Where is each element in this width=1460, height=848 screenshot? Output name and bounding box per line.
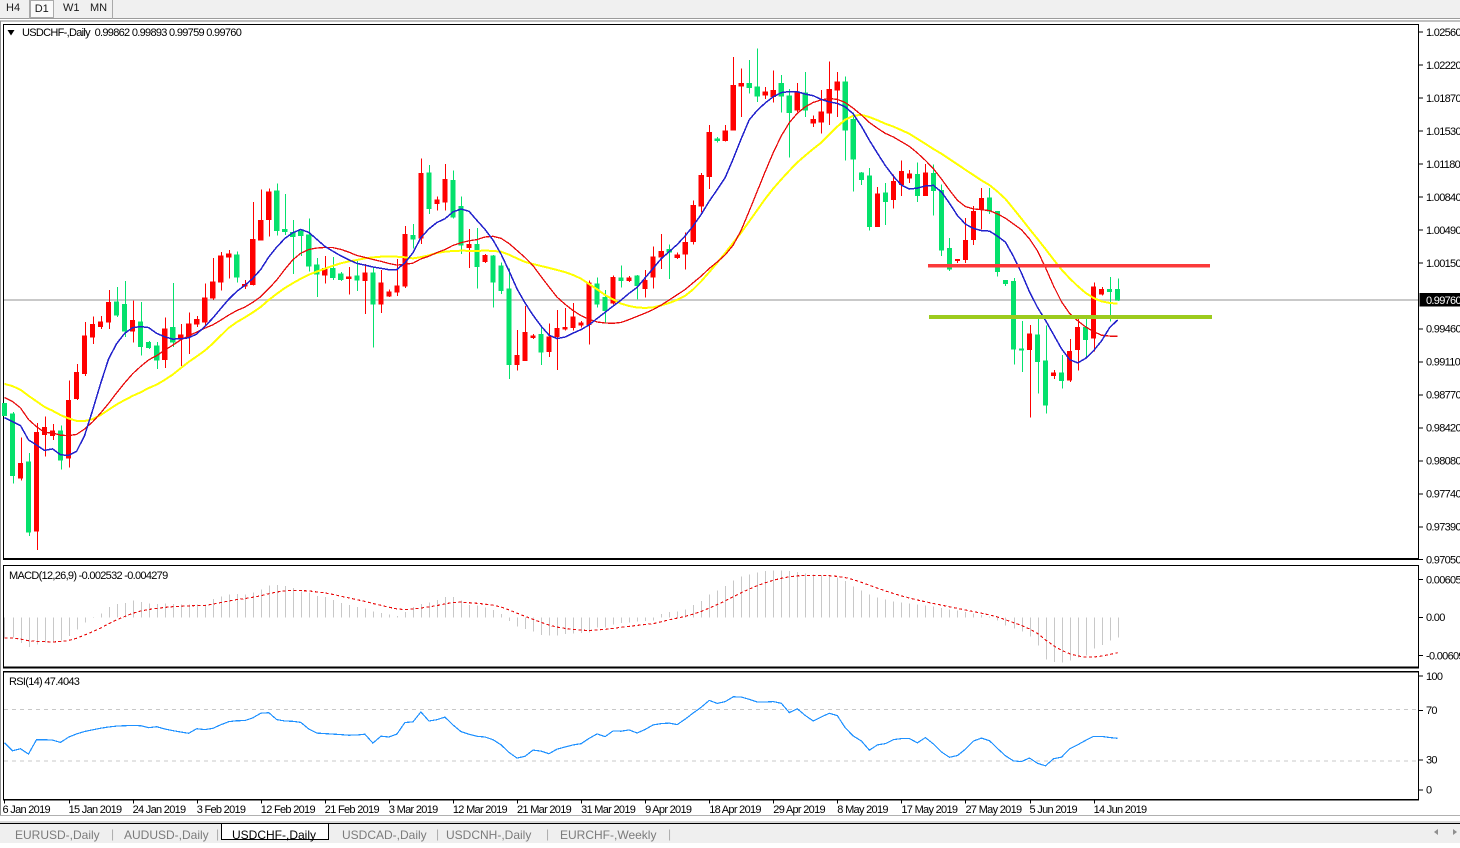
svg-text:1.01530: 1.01530	[1426, 126, 1460, 138]
svg-text:RSI(14) 47.4043: RSI(14) 47.4043	[9, 676, 80, 688]
svg-text:1.01870: 1.01870	[1426, 93, 1460, 105]
svg-text:100: 100	[1426, 671, 1443, 683]
svg-text:27 May 2019: 27 May 2019	[966, 804, 1022, 816]
svg-text:3 Mar 2019: 3 Mar 2019	[389, 804, 438, 816]
svg-text:1.01180: 1.01180	[1426, 159, 1460, 171]
svg-text:0.97050: 0.97050	[1426, 555, 1460, 567]
svg-text:0: 0	[1426, 785, 1432, 797]
svg-text:9 Apr 2019: 9 Apr 2019	[645, 804, 692, 816]
svg-text:0.99460: 0.99460	[1426, 324, 1460, 336]
svg-text:3 Feb 2019: 3 Feb 2019	[197, 804, 246, 816]
svg-text:0.97390: 0.97390	[1426, 522, 1460, 534]
svg-text:14 Jun 2019: 14 Jun 2019	[1094, 804, 1147, 816]
svg-text:0.99110: 0.99110	[1426, 357, 1460, 369]
svg-text:8 May 2019: 8 May 2019	[837, 804, 888, 816]
svg-text:1.02560: 1.02560	[1426, 27, 1460, 39]
svg-text:0.98770: 0.98770	[1426, 390, 1460, 402]
svg-text:0.99760: 0.99760	[1426, 295, 1460, 307]
svg-text:1.00490: 1.00490	[1426, 225, 1460, 237]
svg-text:30: 30	[1426, 755, 1437, 767]
svg-text:18 Apr 2019: 18 Apr 2019	[709, 804, 761, 816]
svg-text:0.98080: 0.98080	[1426, 456, 1460, 468]
svg-text:12 Feb 2019: 12 Feb 2019	[261, 804, 316, 816]
svg-text:17 May 2019: 17 May 2019	[901, 804, 957, 816]
svg-text:31 Mar 2019: 31 Mar 2019	[581, 804, 636, 816]
svg-text:0.00: 0.00	[1426, 612, 1445, 624]
svg-text:21 Feb 2019: 21 Feb 2019	[325, 804, 380, 816]
svg-text:1.00150: 1.00150	[1426, 258, 1460, 270]
svg-text:6 Jan 2019: 6 Jan 2019	[3, 804, 51, 816]
svg-text:-0.006094: -0.006094	[1426, 651, 1460, 663]
svg-text:0.97740: 0.97740	[1426, 489, 1460, 501]
svg-text:21 Mar 2019: 21 Mar 2019	[517, 804, 572, 816]
svg-text:USDCHF-,Daily 0.99862 0.99893: USDCHF-,Daily 0.99862 0.99893 0.99759 0.…	[22, 27, 242, 39]
svg-text:15 Jan 2019: 15 Jan 2019	[69, 804, 122, 816]
svg-text:5 Jun 2019: 5 Jun 2019	[1030, 804, 1078, 816]
svg-text:29 Apr 2019: 29 Apr 2019	[773, 804, 825, 816]
svg-text:1.00840: 1.00840	[1426, 192, 1460, 204]
svg-text:MACD(12,26,9) -0.002532 -0.004: MACD(12,26,9) -0.002532 -0.004279	[9, 570, 168, 582]
svg-text:0.006058: 0.006058	[1426, 574, 1460, 586]
svg-text:12 Mar 2019: 12 Mar 2019	[453, 804, 508, 816]
svg-text:70: 70	[1426, 705, 1437, 717]
svg-text:24 Jan 2019: 24 Jan 2019	[133, 804, 186, 816]
svg-text:1.02220: 1.02220	[1426, 60, 1460, 72]
svg-text:0.98420: 0.98420	[1426, 423, 1460, 435]
